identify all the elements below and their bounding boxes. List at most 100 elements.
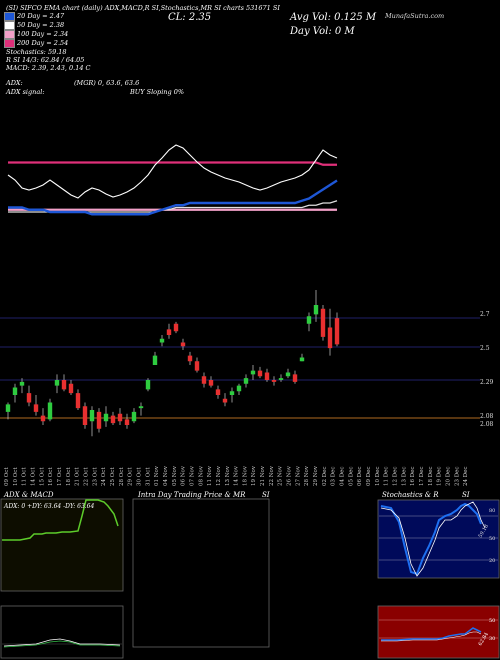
rsi-axis-30: 30 <box>489 636 495 642</box>
macd-signal-line <box>3 640 121 648</box>
date-tick-label: 28 Oct <box>119 467 125 486</box>
date-tick-label: 23 Dec <box>454 467 460 487</box>
stoch-axis-50: 50 <box>489 536 495 542</box>
rsi-readout: R SI 14/3: 62.84 / 64.05 <box>6 56 85 64</box>
adx-line <box>2 499 119 541</box>
candle-body-down <box>257 370 263 377</box>
candle-body-down <box>187 355 193 362</box>
day-volume: Day Vol: 0 M <box>290 26 355 37</box>
candle-body-down <box>96 411 102 429</box>
candle-body-up <box>278 378 284 380</box>
ticker-header: (SI) SIFCO EMA chart (daily) ADX,MACD,R … <box>6 4 280 12</box>
candle-body-up <box>236 385 242 392</box>
legend-ema100: 100 Day = 2.34 <box>4 30 68 39</box>
date-tick-label: 10 Oct <box>13 467 19 486</box>
candle-body-down <box>173 323 179 332</box>
close-price: CL: 2.35 <box>168 12 212 23</box>
date-tick-label: 19 Nov <box>251 465 257 486</box>
date-tick-label: 01 Nov <box>154 465 160 486</box>
date-tick-label: 17 Dec <box>419 467 425 487</box>
candle-body-down <box>334 318 340 345</box>
date-tick-label: 05 Dec <box>348 467 354 487</box>
date-tick-label: 23 Oct <box>92 467 98 486</box>
candle-body-up <box>229 391 235 395</box>
adx-label: ADX: <box>6 79 23 87</box>
date-tick-label: 15 Oct <box>39 467 45 486</box>
date-tick-label: 06 Nov <box>181 465 187 486</box>
date-tick-label: 13 Nov <box>225 465 231 486</box>
date-tick-label: 11 Nov <box>207 465 213 486</box>
date-tick-label: 28 Nov <box>304 465 310 486</box>
macd-box <box>0 605 124 659</box>
date-tick-label: 24 Oct <box>101 467 107 486</box>
date-tick-label: 21 Nov <box>260 465 266 486</box>
candle-body-down <box>264 372 270 380</box>
candle-body-down <box>320 308 326 337</box>
candle-body-down <box>166 329 172 335</box>
candle-body-down <box>110 415 116 424</box>
candle-body-down <box>201 376 207 384</box>
date-tick-label: 13 Dec <box>401 467 407 487</box>
candle-body-down <box>208 380 214 386</box>
date-tick-label: 16 Dec <box>410 467 416 487</box>
candle-body-down <box>75 393 81 409</box>
stochastics-readout: Stochastics: 59.18 <box>6 48 67 56</box>
candle-body-up <box>103 413 109 422</box>
candle-body-up <box>47 402 53 420</box>
ema-legend: 20 Day = 2.47 50 Day = 2.38 100 Day = 2.… <box>4 12 68 48</box>
legend-ema50: 50 Day = 2.38 <box>4 21 68 30</box>
candle-body-up <box>89 410 95 422</box>
candle-body-up <box>138 406 144 409</box>
date-tick-label: 29 Nov <box>313 465 319 486</box>
date-tick-label: 09 Dec <box>366 467 372 487</box>
macd-readout: MACD: 2.39, 2.43, 0.14 C <box>6 64 91 72</box>
date-tick-label: 10 Dec <box>375 467 381 487</box>
candle-body-down <box>180 342 186 347</box>
ema-lines <box>7 144 338 216</box>
candle-body-up <box>250 370 256 375</box>
candle-body-up <box>306 316 312 324</box>
date-tick-label: 04 Dec <box>340 467 346 487</box>
watermark: MunafaSutra.com <box>385 12 445 20</box>
legend-swatch-ema20 <box>4 12 15 21</box>
date-tick-label: 16 Oct <box>48 467 54 486</box>
date-tick-label: 25 Nov <box>278 465 284 486</box>
candle-body-down <box>124 419 130 425</box>
candle-body-up <box>5 404 11 412</box>
stoch-panel-title: Stochastics & R <box>382 491 439 499</box>
adx-panel-title: ADX & MACD <box>4 491 54 499</box>
candle-body-up <box>12 387 18 395</box>
macd-line <box>3 638 121 647</box>
intraday-box <box>132 498 270 648</box>
date-tick-label: 25 Oct <box>110 467 116 486</box>
rsi-box <box>377 605 500 659</box>
date-tick-label: 30 Oct <box>136 467 142 486</box>
date-axis: 09 Oct 10 Oct 11 Oct 14 Oct 15 Oct 16 Oct 17 O… <box>4 465 469 486</box>
candlesticks <box>5 290 340 437</box>
date-tick-label: 06 Dec <box>357 467 363 487</box>
legend-swatch-ema50 <box>4 21 15 30</box>
date-tick-label: 11 Dec <box>384 467 390 487</box>
date-tick-label: 08 Nov <box>198 465 204 486</box>
candle-body-up <box>131 411 137 422</box>
intraday-panel-right: SI <box>262 491 270 499</box>
rsi-signal-line <box>381 631 482 642</box>
candle-body-up <box>152 355 158 365</box>
candle-body-down <box>82 406 88 425</box>
date-tick-label: 18 Nov <box>242 465 248 486</box>
rsi-line <box>381 627 482 641</box>
stoch-panel-right: SI <box>462 491 470 499</box>
date-tick-label: 18 Oct <box>66 467 72 486</box>
date-tick-label: 18 Dec <box>428 467 434 487</box>
intraday-panel-title: Intra Day Trading Price & MR <box>138 491 246 499</box>
adx-value: (MGR) 0, 63.6, 63.6 <box>74 79 140 87</box>
ema20-line <box>8 179 338 216</box>
candle-body-up <box>145 380 151 390</box>
adx-box <box>0 498 124 592</box>
date-tick-label: 27 Nov <box>295 465 301 486</box>
price-tick-label: 2.7 <box>480 311 490 318</box>
date-tick-label: 04 Nov <box>163 465 169 486</box>
date-tick-label: 24 Dec <box>463 467 469 487</box>
legend-ema20: 20 Day = 2.47 <box>4 12 68 21</box>
date-tick-label: 26 Nov <box>287 465 293 486</box>
